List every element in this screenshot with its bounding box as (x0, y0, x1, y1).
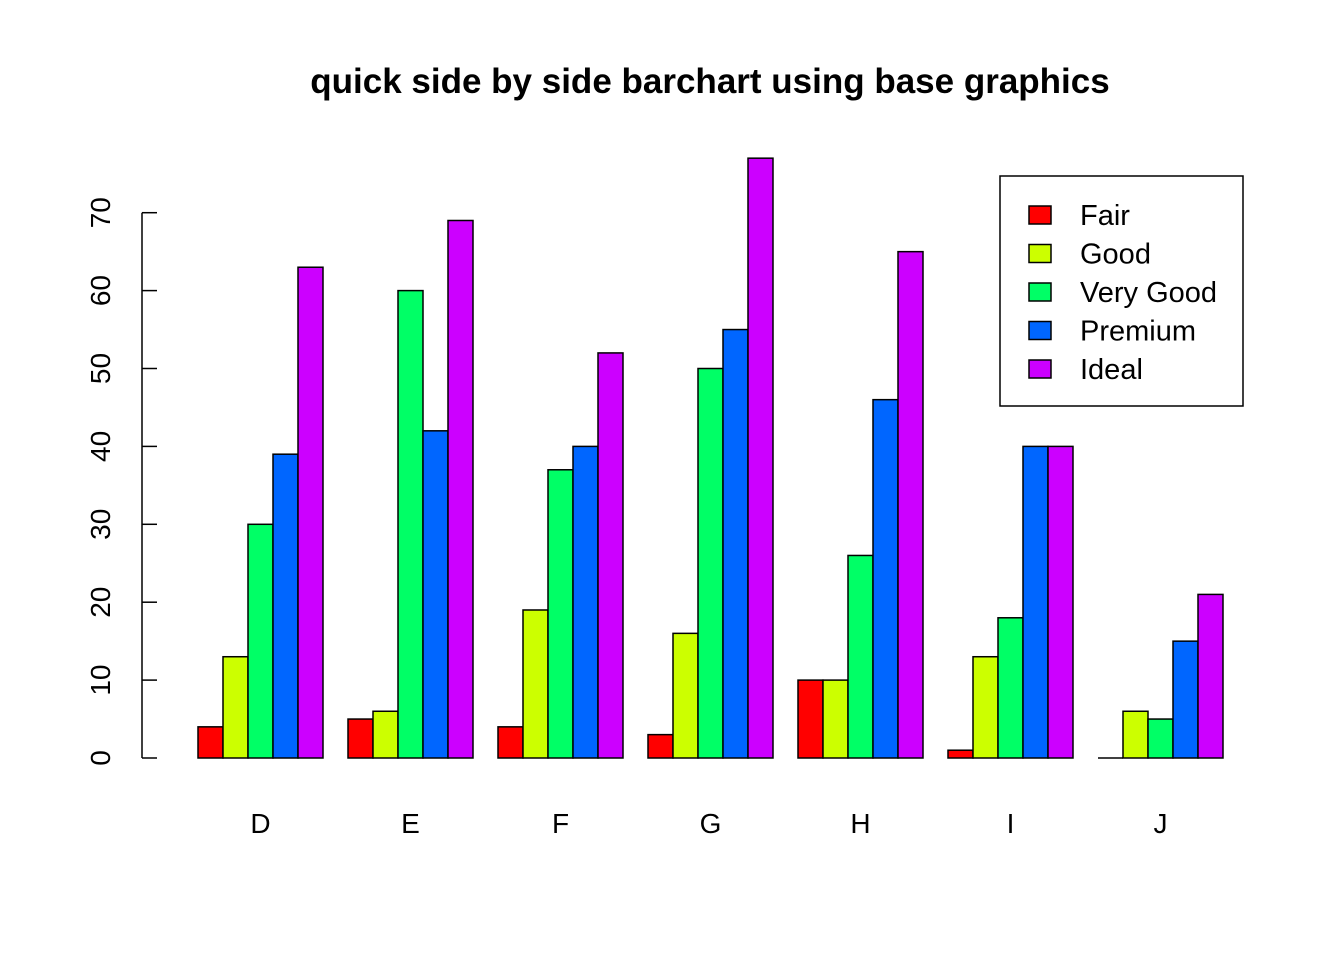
chart-title: quick side by side barchart using base g… (310, 62, 1109, 101)
bar-J-ideal (1197, 593, 1224, 759)
x-tick-label: F (552, 808, 569, 839)
y-tick-label: 30 (85, 509, 116, 540)
bar-J-good (1122, 710, 1149, 759)
bar-E-good (372, 710, 399, 759)
bar-D-ideal (297, 266, 324, 759)
bar-F-good (522, 609, 549, 759)
x-tick-label: J (1154, 808, 1168, 839)
x-tick-label: G (700, 808, 722, 839)
bar-G-premium (722, 328, 749, 759)
x-tick-label: E (401, 808, 420, 839)
bar-D-fair (197, 726, 224, 759)
x-tick-label: D (250, 808, 270, 839)
bar-D-good (222, 655, 249, 759)
bar-G-very-good (697, 367, 724, 759)
bar-E-fair (347, 718, 374, 759)
bar-E-very-good (397, 289, 424, 759)
legend-swatch-ideal (1028, 359, 1052, 379)
legend-swatch-premium (1028, 320, 1052, 341)
bar-G-good (672, 632, 699, 759)
bar-H-good (822, 679, 849, 759)
bar-G-fair (647, 733, 674, 759)
bar-F-fair (497, 726, 524, 759)
y-tick-label: 40 (85, 431, 116, 462)
legend-swatch-very-good (1028, 282, 1052, 302)
bar-H-very-good (847, 554, 874, 759)
bar-H-premium (872, 398, 899, 759)
legend-label: Very Good (1080, 277, 1217, 309)
y-tick-label: 10 (85, 665, 116, 696)
x-axis-labels: D E F G H I J (250, 808, 1167, 839)
bar-group-F (497, 352, 624, 759)
bar-H-fair (797, 679, 824, 759)
x-tick-label: I (1007, 808, 1015, 839)
bar-D-premium (272, 453, 299, 759)
bar-I-very-good (997, 617, 1024, 759)
bar-F-ideal (597, 352, 624, 759)
bar-I-ideal (1047, 445, 1074, 759)
bar-E-premium (422, 430, 449, 759)
y-tick-label: 70 (85, 197, 116, 228)
bar-F-very-good (547, 469, 574, 759)
bar-D-very-good (247, 523, 274, 759)
bar-J-premium (1172, 640, 1199, 759)
legend-label: Premium (1080, 316, 1196, 348)
bar-E-ideal (447, 219, 474, 759)
bar-group-J (1098, 593, 1224, 759)
legend-label: Good (1080, 239, 1151, 271)
bar-group-D (197, 266, 324, 759)
bar-G-ideal (747, 157, 774, 759)
bar-I-premium (1022, 445, 1049, 759)
bar-F-premium (572, 445, 599, 759)
y-tick-label: 20 (85, 587, 116, 618)
legend: Fair Good Very Good Premium Ideal (999, 175, 1244, 407)
y-tick-label: 50 (85, 353, 116, 384)
y-axis: 0 10 20 30 40 50 60 70 (85, 197, 157, 766)
y-tick-label: 0 (85, 750, 116, 766)
bar-H-ideal (897, 250, 924, 759)
bar-I-fair (947, 749, 974, 759)
bar-group-G (647, 157, 774, 759)
bar-I-good (972, 655, 999, 759)
y-tick-label: 60 (85, 275, 116, 306)
legend-swatch-good (1028, 243, 1052, 264)
legend-label: Fair (1080, 200, 1130, 232)
bar-groups (197, 157, 1224, 759)
legend-swatch-fair (1028, 205, 1052, 225)
bar-group-H (797, 250, 924, 759)
bar-J-very-good (1147, 718, 1174, 759)
legend-label: Ideal (1080, 354, 1143, 386)
bar-group-E (347, 219, 474, 759)
bar-group-I (947, 445, 1074, 759)
x-tick-label: H (850, 808, 870, 839)
